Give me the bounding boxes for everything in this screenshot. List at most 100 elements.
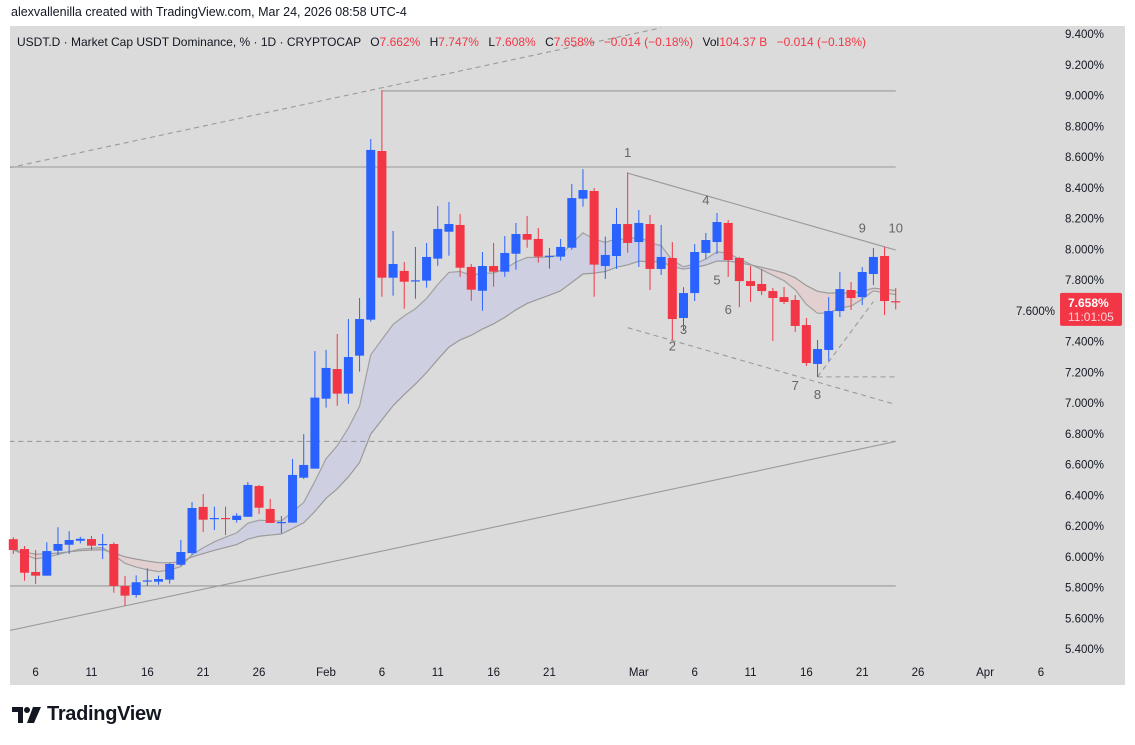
band-fill-segment (370, 339, 382, 435)
candle-body (690, 252, 700, 294)
candle (556, 238, 566, 261)
candle-body (433, 228, 443, 259)
close-label: C (545, 35, 554, 49)
x-tick-label: Mar (629, 667, 649, 679)
candle-body (824, 311, 834, 350)
candle (366, 139, 376, 322)
band-fill-segment (303, 481, 315, 523)
candle (824, 297, 834, 362)
tradingview-logo[interactable]: TradingView (12, 703, 161, 726)
candle (332, 333, 342, 406)
band-fill-segment (337, 427, 349, 489)
logo-text: TradingView (47, 703, 162, 725)
candle-body (556, 246, 566, 257)
candle-body (109, 543, 119, 586)
wave-label: 3 (680, 322, 687, 337)
last-price-tag[interactable]: 7.658%11:01:05 (1060, 292, 1122, 326)
candle (321, 349, 331, 408)
open-label: O (370, 35, 380, 49)
y-tick-label: 5.800% (1065, 583, 1104, 595)
candle (857, 267, 867, 306)
drawings (10, 27, 896, 631)
candle (477, 252, 487, 311)
trendline (627, 172, 896, 251)
candle (455, 214, 465, 277)
candle-body (243, 484, 253, 517)
chart-credit: alexvallenilla created with TradingView.… (11, 5, 407, 19)
candle-body (165, 563, 175, 580)
y-tick-label: 6.600% (1065, 460, 1104, 472)
candle (790, 295, 800, 332)
symbol-title[interactable]: USDT.D · Market Cap USDT Dominance, % · … (17, 35, 361, 49)
candle-body (288, 474, 298, 523)
band-fill-segment (527, 257, 539, 304)
candle (500, 236, 510, 277)
candle (768, 287, 778, 342)
y-tick-label: 6.000% (1065, 552, 1104, 564)
candle-body (343, 357, 353, 394)
candle (757, 268, 767, 296)
x-tick-label: 6 (32, 667, 38, 679)
candle-body (868, 256, 878, 275)
chart-panel[interactable] (10, 26, 1125, 685)
wave-label: 9 (859, 220, 866, 235)
y-tick-label: 7.800% (1065, 275, 1104, 287)
candle (131, 575, 141, 598)
candle (86, 535, 96, 550)
candle-body (120, 585, 130, 596)
y-tick-label: 5.400% (1065, 644, 1104, 656)
candle-body (310, 397, 320, 469)
band-fill-segment (393, 315, 405, 406)
candle (444, 202, 454, 256)
candle (31, 549, 41, 584)
y-tick-label: 8.800% (1065, 121, 1104, 133)
candle (511, 222, 521, 270)
volume-value: 104.37 B (719, 35, 768, 49)
x-tick-label: 6 (379, 667, 385, 679)
candle (667, 242, 677, 340)
candle-body (265, 508, 275, 523)
candle (8, 537, 18, 554)
x-tick-label: 21 (543, 667, 556, 679)
band-fill-segment (426, 284, 438, 373)
candle (265, 498, 275, 523)
candle (154, 575, 164, 585)
y-tick-label: 7.200% (1065, 367, 1104, 379)
band-fill-segment (259, 520, 271, 537)
y-tick-label: 6.800% (1065, 429, 1104, 441)
candle (53, 527, 63, 556)
moving-average-band (13, 232, 896, 573)
y-tick-label: 8.000% (1065, 244, 1104, 256)
candle-body (8, 539, 18, 550)
band-fill-segment (437, 272, 449, 360)
candle (98, 533, 108, 560)
candle-body (544, 255, 554, 257)
candle-body (377, 151, 387, 278)
candle-body (600, 254, 610, 267)
candle-body (813, 349, 823, 364)
y-tick-label: 8.400% (1065, 183, 1104, 195)
candle-body (198, 506, 208, 520)
candle-body (399, 270, 409, 282)
slow-average-line (13, 260, 896, 564)
x-tick-label: 11 (86, 667, 98, 679)
x-tick-label: 16 (487, 667, 500, 679)
change-value: −0.014 (−0.18%) (603, 35, 694, 49)
x-tick-label: 21 (856, 667, 869, 679)
volume-label: Vol (702, 35, 720, 49)
candle-body (75, 538, 85, 541)
candle-body (757, 283, 767, 292)
close-value: 7.658% (553, 35, 595, 49)
candle (276, 516, 286, 534)
candle-body (489, 266, 499, 272)
candle (611, 208, 621, 269)
candle (165, 563, 175, 584)
y-tick-label: 9.000% (1065, 91, 1104, 103)
band-fill-segment (504, 261, 516, 318)
wave-label: 2 (669, 339, 676, 354)
candle (377, 90, 387, 297)
band-fill-segment (314, 458, 327, 512)
x-tick-label: 11 (432, 667, 444, 679)
candle (64, 531, 74, 554)
